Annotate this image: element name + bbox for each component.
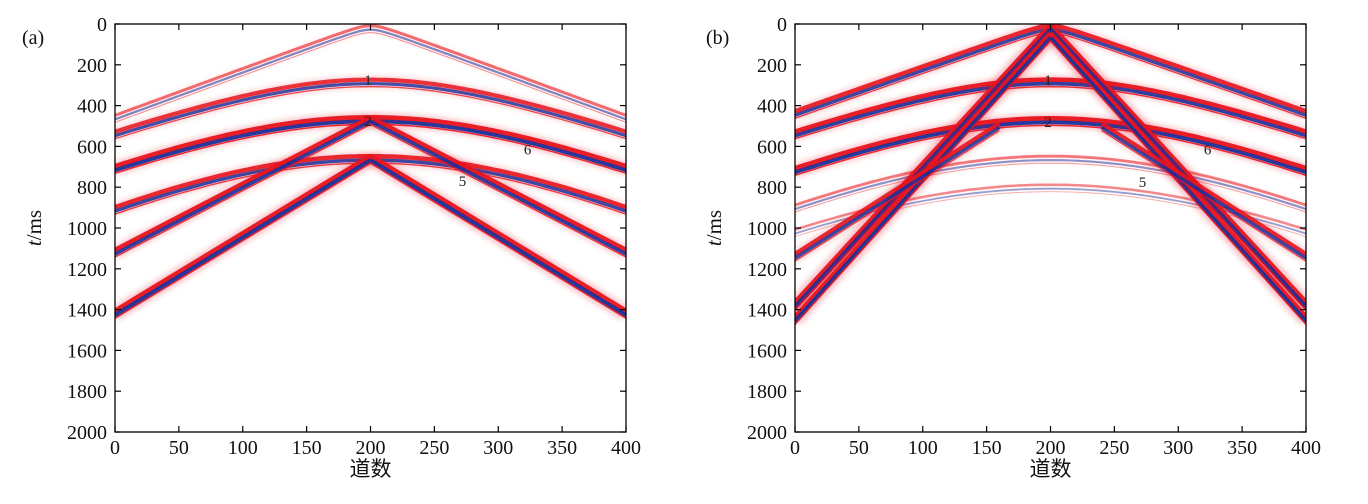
x-tick-label: 350: [1227, 437, 1257, 459]
x-tick-label: 100: [228, 437, 258, 459]
event-10: [795, 120, 1003, 262]
y-tick-label: 200: [757, 55, 787, 77]
event-label-2: 2: [1044, 115, 1052, 131]
x-tick-label: 100: [908, 437, 938, 459]
y-tick-label: 1000: [747, 218, 787, 240]
event-3: [795, 114, 1306, 178]
y-axis-title: t/ms: [22, 210, 46, 246]
y-tick-label: 400: [757, 96, 787, 118]
event-label-6: 6: [1204, 142, 1212, 158]
x-tick-label: 400: [611, 437, 641, 459]
x-tick-label: 50: [169, 437, 189, 459]
y-tick-label: 1200: [747, 259, 787, 281]
event-8: [366, 152, 626, 320]
event-2: [115, 76, 626, 140]
event-4: [795, 154, 1306, 213]
chart-b-svg: 1 2 5 6 0 50 100 150 200 250 300 350 400 0 200 400 600 80…: [702, 14, 1321, 481]
x-tick-label: 400: [1291, 437, 1321, 459]
panel-label: (b): [706, 27, 729, 49]
y-tick-label: 1600: [67, 340, 107, 362]
event-6: [115, 152, 375, 320]
y-tick-label: 1800: [747, 381, 787, 403]
event-5: [115, 114, 374, 259]
x-tick-label: 250: [419, 437, 449, 459]
event-label-6: 6: [524, 142, 532, 158]
x-axis-title: 道数: [1030, 457, 1072, 481]
y-tick-label: 1400: [747, 300, 787, 322]
y-tick-label: 1600: [747, 340, 787, 362]
y-axis-title: t/ms: [702, 210, 726, 246]
y-tick-label: 200: [77, 55, 107, 77]
y-tick-label: 0: [97, 14, 107, 36]
y-tick-label: 800: [77, 177, 107, 199]
x-tick-label: 300: [1163, 437, 1193, 459]
y-tick-label: 0: [777, 14, 787, 36]
y-tick-label: 400: [77, 96, 107, 118]
y-tick-label: 1000: [67, 218, 107, 240]
y-tick-label: 600: [757, 136, 787, 158]
seismic-panel-a: 1 2 5 6 0 50 100 150 200 250 300 350 400 0 200 400 600 80…: [22, 14, 641, 481]
event-2: [795, 75, 1306, 141]
event-label-1: 1: [364, 73, 372, 89]
event-label-5: 5: [1139, 175, 1147, 191]
y-tick-label: 2000: [747, 422, 787, 444]
y-tick-label: 1200: [67, 259, 107, 281]
x-tick-label: 200: [1036, 437, 1066, 459]
event-label-1: 1: [1044, 73, 1052, 89]
event-11: [1098, 120, 1306, 262]
event-label-2: 2: [364, 114, 372, 130]
plot-area: [795, 24, 1306, 325]
chart-a-svg: 1 2 5 6 0 50 100 150 200 250 300 350 400 0 200 400 600 80…: [22, 14, 641, 481]
y-tick-label: 800: [757, 177, 787, 199]
x-tick-label: 0: [110, 437, 120, 459]
x-tick-label: 350: [547, 437, 577, 459]
x-tick-label: 200: [356, 437, 386, 459]
x-tick-label: 150: [972, 437, 1002, 459]
x-tick-label: 150: [292, 437, 322, 459]
x-tick-label: 0: [790, 437, 800, 459]
x-tick-label: 50: [849, 437, 869, 459]
x-axis-title: 道数: [350, 457, 392, 481]
plot-area: [115, 24, 626, 320]
y-tick-label: 2000: [67, 422, 107, 444]
seismic-panel-b: 1 2 5 6 0 50 100 150 200 250 300 350 400 0 200 400 600 80…: [684, 0, 1368, 504]
x-tick-label: 250: [1099, 437, 1129, 459]
event-7: [367, 114, 626, 259]
panel-label: (a): [22, 27, 44, 49]
y-tick-label: 1400: [67, 300, 107, 322]
y-tick-label: 1800: [67, 381, 107, 403]
y-tick-label: 600: [77, 136, 107, 158]
x-tick-label: 300: [483, 437, 513, 459]
event-label-5: 5: [459, 174, 467, 190]
